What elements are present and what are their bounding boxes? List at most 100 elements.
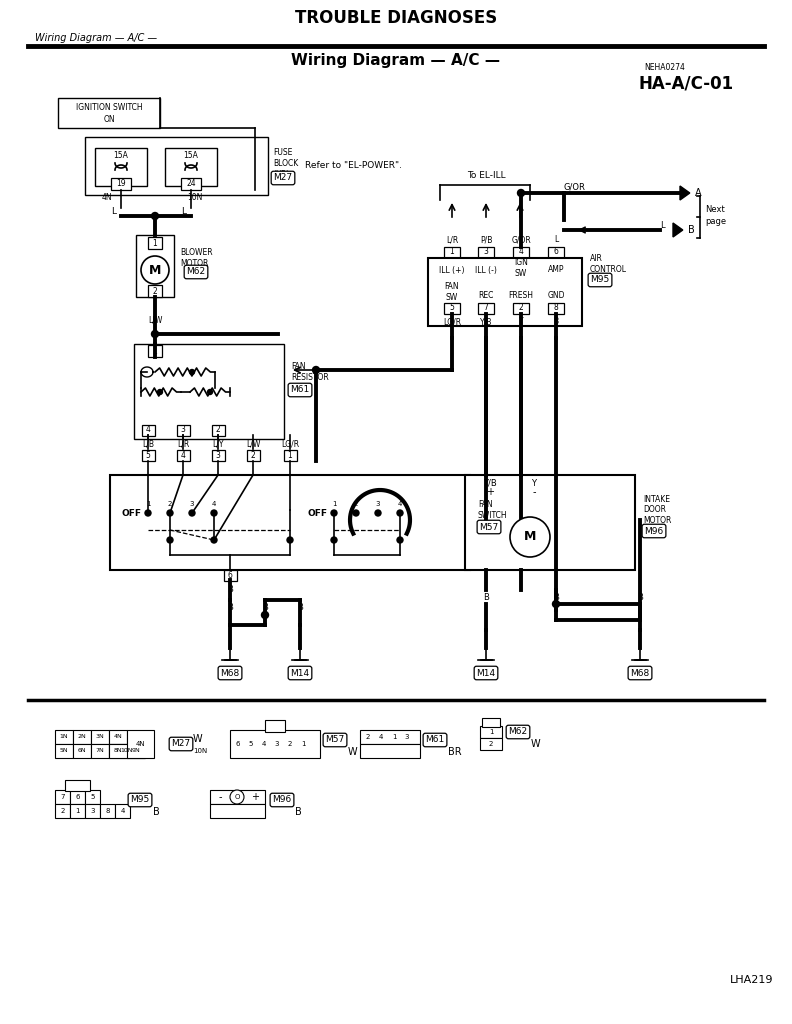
Circle shape: [517, 189, 524, 197]
Text: 2: 2: [60, 808, 65, 814]
Text: IGN
SW: IGN SW: [514, 258, 528, 278]
Text: 5: 5: [90, 794, 95, 800]
Text: M62: M62: [186, 267, 206, 276]
Text: B: B: [262, 603, 268, 612]
Bar: [85, 804, 100, 818]
Bar: [548, 302, 564, 313]
Bar: [211, 450, 224, 461]
Text: 8: 8: [105, 808, 110, 814]
Bar: [465, 475, 635, 570]
Text: 3: 3: [405, 734, 409, 740]
Text: M61: M61: [291, 385, 310, 394]
Text: FRESH: FRESH: [508, 291, 534, 299]
Bar: [58, 98, 160, 128]
Text: 1: 1: [392, 734, 396, 740]
Text: L/Y: L/Y: [212, 439, 224, 449]
Text: 6N: 6N: [78, 749, 86, 754]
Circle shape: [158, 389, 162, 394]
Text: 5: 5: [249, 741, 253, 746]
Bar: [91, 744, 109, 758]
Bar: [70, 790, 85, 804]
Text: 4: 4: [211, 501, 216, 507]
Text: 3: 3: [181, 426, 185, 434]
Text: NEHA0274: NEHA0274: [644, 63, 685, 73]
Text: +: +: [251, 792, 259, 802]
Bar: [548, 247, 564, 257]
Text: 2: 2: [168, 501, 172, 507]
Text: FAN
SWITCH: FAN SWITCH: [478, 501, 508, 520]
Text: L/B: L/B: [142, 439, 154, 449]
Text: M96: M96: [272, 796, 291, 805]
Text: 1: 1: [489, 729, 493, 735]
Text: 1: 1: [153, 239, 158, 248]
Bar: [165, 148, 217, 186]
Bar: [55, 790, 70, 804]
Text: B: B: [553, 594, 559, 602]
Text: To EL-ILL: To EL-ILL: [466, 171, 505, 179]
Text: 7: 7: [484, 303, 489, 312]
Bar: [211, 425, 224, 435]
Bar: [478, 247, 494, 257]
Text: 2N: 2N: [78, 734, 86, 739]
Text: M68: M68: [630, 669, 649, 678]
Text: 2: 2: [354, 501, 358, 507]
Text: 4: 4: [379, 734, 383, 740]
Text: L: L: [181, 208, 186, 216]
Text: L/R: L/R: [177, 439, 189, 449]
Circle shape: [510, 517, 550, 557]
Circle shape: [208, 389, 212, 394]
Text: B: B: [637, 594, 643, 602]
Bar: [85, 790, 100, 804]
Text: 7: 7: [60, 794, 65, 800]
Text: 1: 1: [287, 451, 292, 460]
Text: W: W: [348, 746, 358, 757]
Text: FAN
SW: FAN SW: [444, 283, 459, 302]
Text: M95: M95: [131, 796, 150, 805]
Bar: [444, 247, 460, 257]
Polygon shape: [673, 223, 683, 237]
Text: OFF: OFF: [122, 509, 142, 517]
Bar: [513, 247, 529, 257]
Text: 2: 2: [215, 426, 220, 434]
Bar: [73, 744, 91, 758]
Circle shape: [553, 600, 559, 607]
Text: Refer to "EL-POWER".: Refer to "EL-POWER".: [305, 161, 402, 170]
Bar: [148, 345, 162, 357]
Text: B: B: [295, 807, 302, 817]
Text: 3: 3: [190, 501, 194, 507]
Bar: [91, 730, 109, 744]
Bar: [148, 285, 162, 297]
Bar: [73, 730, 91, 744]
Text: TROUBLE DIAGNOSES: TROUBLE DIAGNOSES: [295, 9, 497, 27]
Text: W: W: [193, 734, 203, 744]
Text: page: page: [705, 217, 726, 226]
Circle shape: [313, 367, 319, 374]
Text: M68: M68: [220, 669, 240, 678]
Text: M61: M61: [425, 735, 444, 744]
Bar: [85, 137, 268, 195]
Text: ILL (-): ILL (-): [475, 265, 497, 274]
Text: BLOWER
MOTOR: BLOWER MOTOR: [180, 248, 212, 267]
Text: 5: 5: [450, 303, 455, 312]
Text: 4: 4: [262, 741, 266, 746]
Text: 2: 2: [366, 734, 370, 740]
Text: 2: 2: [489, 741, 493, 746]
Text: 1N: 1N: [59, 734, 68, 739]
Bar: [109, 744, 127, 758]
Bar: [480, 726, 502, 738]
Bar: [55, 744, 73, 758]
Text: 9N: 9N: [131, 749, 140, 754]
Bar: [109, 730, 127, 744]
Text: M: M: [149, 263, 162, 276]
Text: 10N: 10N: [188, 193, 203, 202]
Text: 1: 1: [332, 501, 337, 507]
Text: 15A: 15A: [113, 151, 128, 160]
Text: 1: 1: [146, 501, 150, 507]
Text: 4: 4: [181, 451, 185, 460]
Text: L: L: [660, 220, 664, 229]
Text: Y: Y: [531, 478, 536, 487]
Text: Next: Next: [705, 206, 725, 214]
Text: LG/R: LG/R: [443, 317, 461, 327]
Text: M27: M27: [171, 739, 191, 749]
Text: O: O: [234, 794, 240, 800]
